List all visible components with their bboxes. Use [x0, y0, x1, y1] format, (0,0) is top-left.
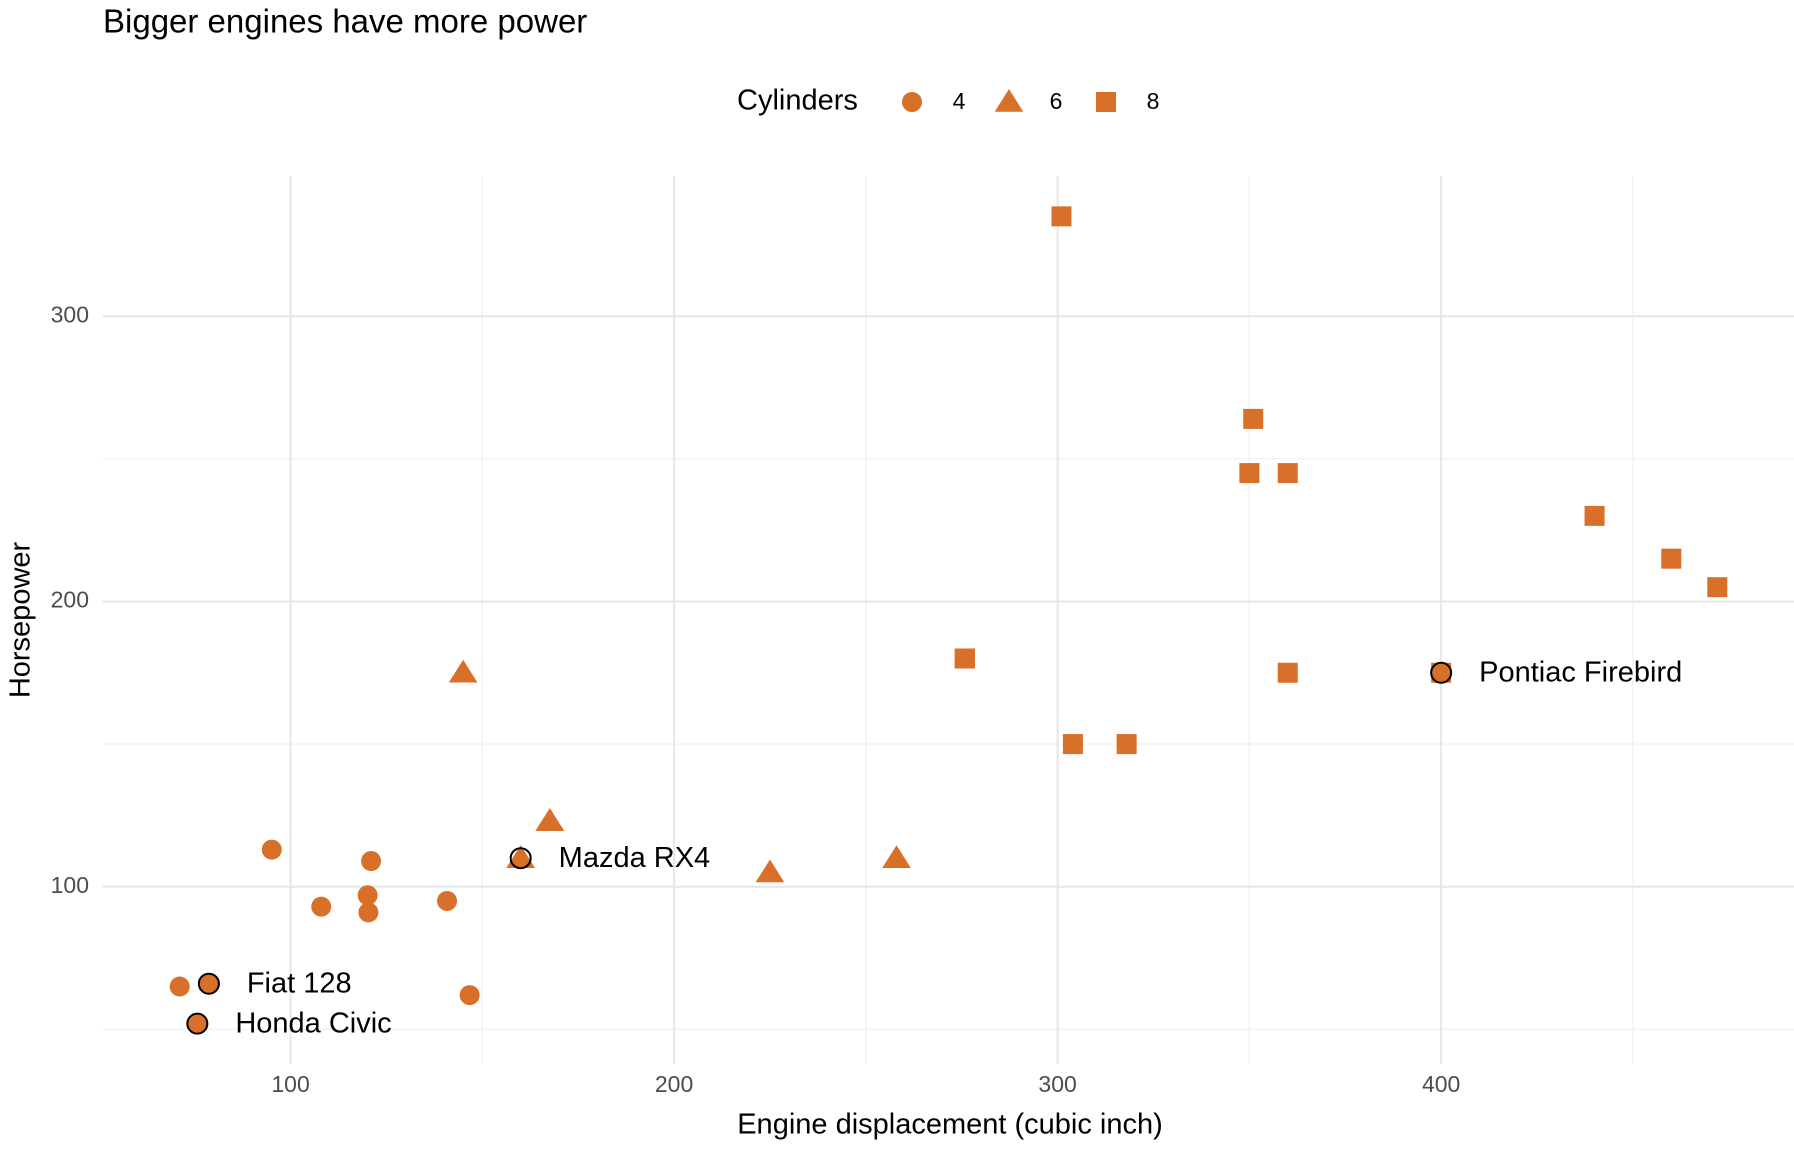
point — [1277, 662, 1298, 683]
point — [358, 902, 379, 923]
point — [357, 885, 378, 906]
point — [1062, 734, 1083, 755]
x-tick-label: 400 — [1422, 1071, 1460, 1097]
highlight-point — [1430, 661, 1453, 684]
point — [882, 845, 911, 868]
y-axis-label: Horsepower — [5, 541, 37, 698]
x-axis-label: Engine displacement (cubic inch) — [737, 1109, 1163, 1141]
point — [1116, 734, 1137, 755]
x-tick-label: 100 — [271, 1071, 309, 1097]
point — [1584, 505, 1605, 526]
highlight-point — [197, 972, 220, 995]
point — [1277, 463, 1298, 484]
point — [261, 839, 282, 860]
point — [311, 896, 332, 917]
point — [1661, 548, 1682, 569]
x-tick-label: 300 — [1038, 1071, 1076, 1097]
point — [1431, 662, 1452, 683]
chart-title: Bigger engines have more power — [103, 3, 587, 40]
legend-marker — [902, 92, 922, 112]
legend-label: 4 — [953, 88, 966, 114]
y-tick-label: 300 — [51, 301, 89, 327]
point — [448, 659, 478, 683]
point — [1243, 408, 1264, 429]
highlight-label: Mazda RX4 — [559, 842, 711, 874]
y-tick-label: 200 — [51, 587, 89, 613]
point — [954, 648, 975, 669]
legend-marker — [1096, 92, 1116, 112]
point — [200, 973, 221, 994]
highlight-point — [509, 847, 532, 870]
point — [755, 859, 785, 883]
point — [169, 976, 190, 997]
point — [187, 1013, 208, 1034]
x-tick-label: 200 — [655, 1071, 693, 1097]
point — [437, 890, 458, 911]
point — [459, 985, 480, 1006]
legend-label: 6 — [1050, 88, 1063, 114]
point — [1707, 577, 1728, 598]
point — [506, 845, 535, 868]
legend-marker — [994, 89, 1024, 112]
legend-label: 8 — [1147, 88, 1160, 114]
point — [1239, 463, 1260, 484]
highlight-label: Pontiac Firebird — [1479, 656, 1682, 688]
legend-title: Cylinders — [737, 85, 858, 117]
point — [535, 808, 565, 831]
point — [1051, 206, 1072, 227]
highlight-label: Honda Civic — [235, 1007, 391, 1039]
point — [361, 851, 382, 872]
highlight-point — [186, 1012, 209, 1035]
highlight-label: Fiat 128 — [247, 967, 352, 999]
y-tick-label: 100 — [51, 872, 89, 898]
